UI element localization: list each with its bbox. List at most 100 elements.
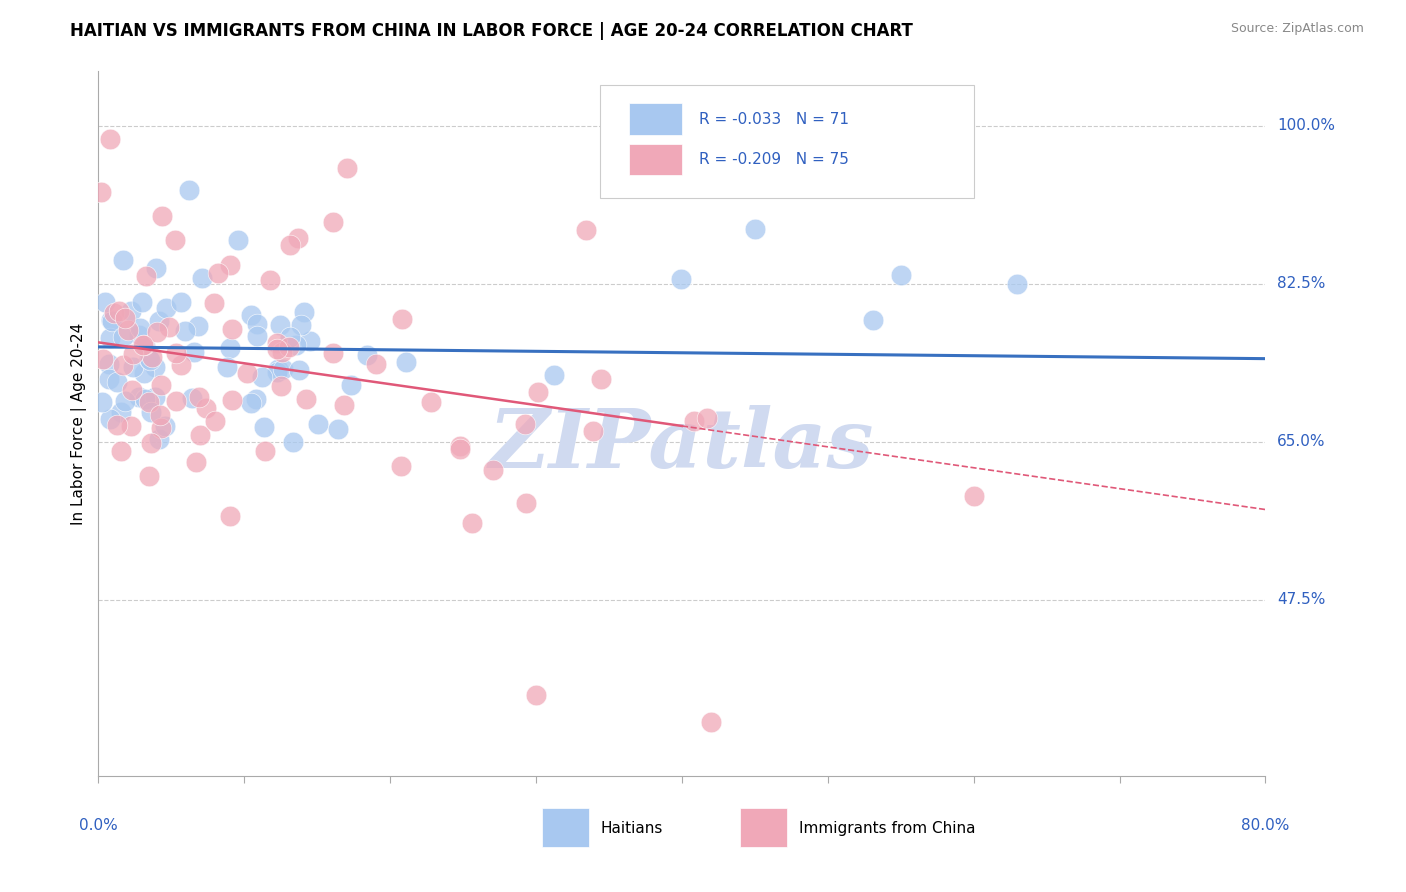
Point [120,304,142,318]
Point [278,330,301,344]
Point [120,419,142,434]
Point [98,132,121,146]
Point [131,294,153,309]
Point [391,311,413,326]
FancyBboxPatch shape [741,808,787,847]
Point [135,268,157,283]
Point [449,442,471,456]
Point [340,378,363,392]
Point [202,295,225,310]
Point [139,405,162,419]
FancyBboxPatch shape [541,808,589,847]
Point [253,443,276,458]
Point [239,396,262,410]
Point [90,185,112,199]
Point [122,359,145,374]
Point [128,321,150,335]
Point [356,348,378,362]
Point [335,161,357,175]
Text: 47.5%: 47.5% [1277,592,1326,607]
Point [121,383,143,397]
Point [395,355,418,369]
Text: 82.5%: 82.5% [1277,277,1326,291]
Point [111,253,134,268]
Point [150,209,173,223]
Point [173,324,195,338]
Point [98,411,121,425]
Point [271,362,294,376]
Point [240,308,263,322]
Point [141,350,163,364]
Text: Haitians: Haitians [600,822,662,837]
Point [145,325,167,339]
Point [148,432,170,446]
Point [366,358,388,372]
Point [134,392,156,406]
Point [218,509,240,524]
FancyBboxPatch shape [630,144,682,176]
Point [281,435,304,450]
Point [671,272,693,286]
Text: R = -0.033   N = 71: R = -0.033 N = 71 [699,112,849,127]
Point [132,338,155,352]
Point [181,392,204,406]
Point [93,352,115,367]
Point [269,318,291,332]
Point [98,372,121,386]
Point [100,313,122,327]
Text: 80.0%: 80.0% [1241,818,1289,833]
Point [267,362,290,376]
Text: Source: ZipAtlas.com: Source: ZipAtlas.com [1230,22,1364,36]
Point [207,266,229,280]
Point [187,390,209,404]
Point [271,344,294,359]
Point [149,408,172,422]
Text: 65.0%: 65.0% [1277,434,1326,450]
Point [183,345,205,359]
Point [575,223,598,237]
Point [235,366,257,380]
Text: HAITIAN VS IMMIGRANTS FROM CHINA IN LABOR FORCE | AGE 20-24 CORRELATION CHART: HAITIAN VS IMMIGRANTS FROM CHINA IN LABO… [70,22,912,40]
Point [150,421,173,435]
Point [177,183,200,197]
Point [526,385,548,400]
Point [187,319,209,334]
Point [333,398,356,412]
Point [420,394,443,409]
Text: ZIPatlas: ZIPatlas [489,405,875,485]
Point [188,428,211,442]
Point [219,258,242,272]
Point [328,422,350,436]
Point [90,395,112,409]
Point [515,495,537,509]
Point [191,270,214,285]
Point [299,334,322,349]
Point [215,359,238,374]
Text: R = -0.209   N = 75: R = -0.209 N = 75 [699,152,849,167]
Point [513,417,536,431]
Point [141,436,163,450]
Point [170,359,193,373]
Point [266,365,288,379]
Point [744,222,766,236]
Point [245,392,267,406]
Text: Immigrants from China: Immigrants from China [799,822,976,837]
Point [165,393,187,408]
Point [105,375,128,389]
Point [278,237,301,252]
Point [288,363,311,377]
Point [290,318,312,333]
Point [138,351,160,366]
Point [110,444,132,458]
Point [287,231,309,245]
Point [307,417,329,431]
Point [184,455,207,469]
Point [105,418,128,433]
Point [461,516,484,530]
Point [110,405,132,419]
Text: 100.0%: 100.0% [1277,118,1336,133]
Point [134,339,156,353]
Point [128,390,150,404]
Point [103,306,125,320]
Point [153,419,176,434]
